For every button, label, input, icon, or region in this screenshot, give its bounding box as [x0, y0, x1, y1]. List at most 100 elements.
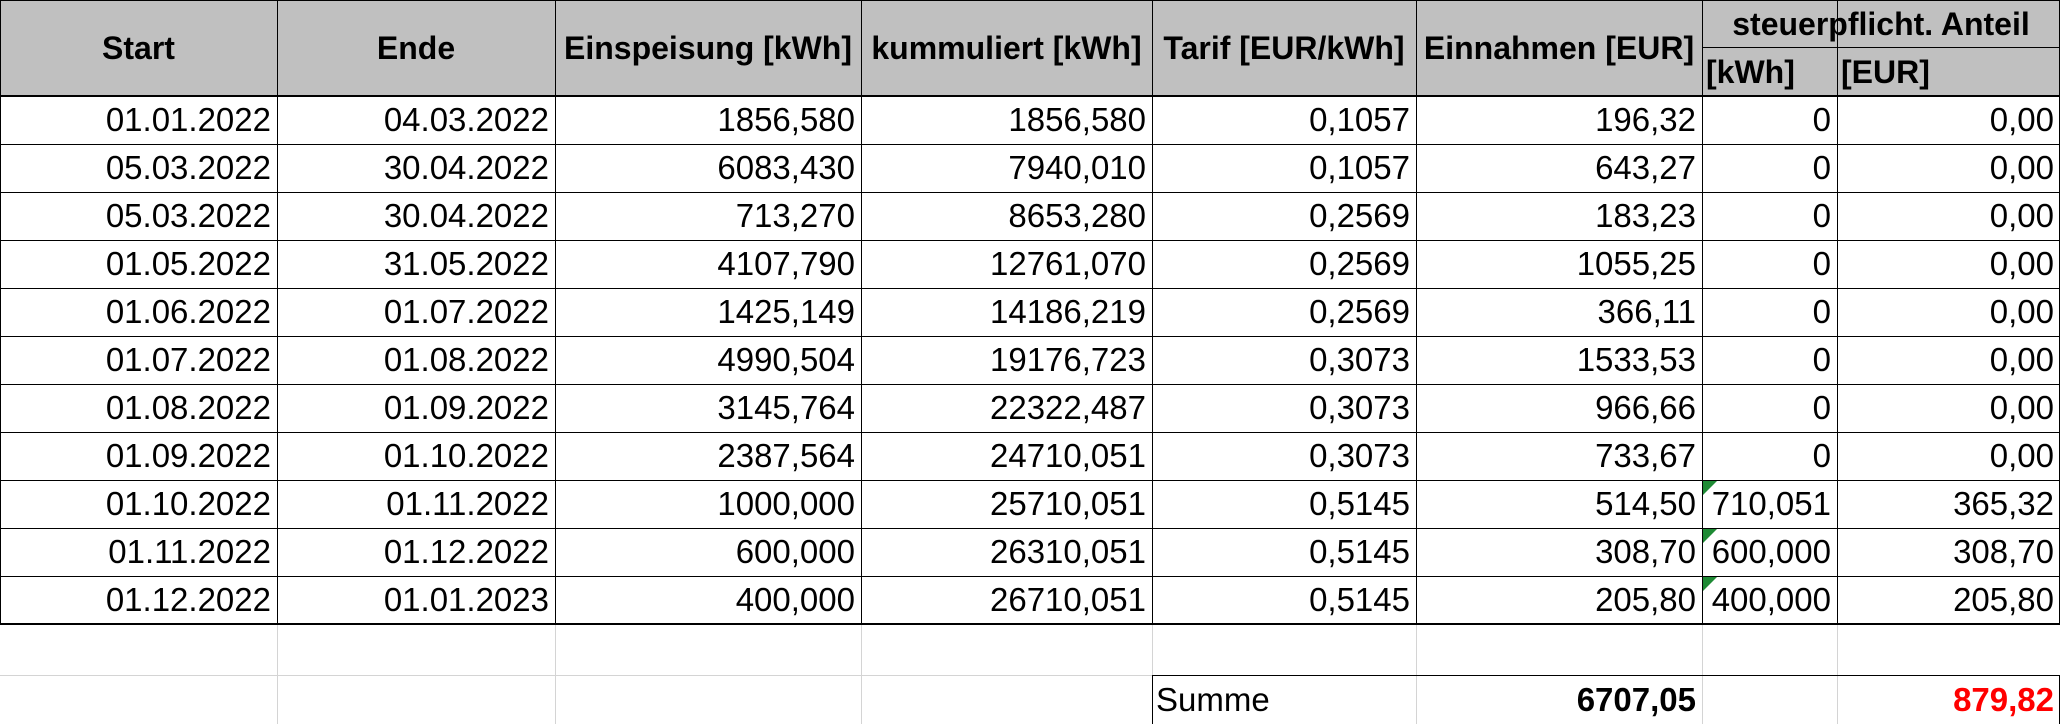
cell-ende[interactable]: 01.07.2022 — [383, 293, 549, 330]
cell-ende[interactable]: 01.01.2023 — [383, 581, 549, 618]
cell-tarif[interactable]: 0,2569 — [1309, 293, 1410, 330]
header-start[interactable]: Start — [0, 0, 277, 96]
cell-start[interactable]: 01.06.2022 — [105, 293, 271, 330]
cell-steuer-eur[interactable]: 0,00 — [1989, 389, 2054, 426]
cell-tarif[interactable]: 0,5145 — [1309, 485, 1410, 522]
cell-einnahmen[interactable]: 205,80 — [1595, 581, 1696, 618]
cell-steuer-eur[interactable]: 0,00 — [1989, 341, 2054, 378]
cell-kummuliert[interactable]: 19176,723 — [990, 341, 1146, 378]
header-einspeisung[interactable]: Einspeisung [kWh] — [555, 0, 861, 96]
cell-kummuliert[interactable]: 14186,219 — [990, 293, 1146, 330]
cell-start[interactable]: 01.05.2022 — [105, 245, 271, 282]
cell-start[interactable]: 05.03.2022 — [105, 197, 271, 234]
cell-start[interactable]: 01.01.2022 — [105, 101, 271, 138]
cell-einnahmen[interactable]: 643,27 — [1595, 149, 1696, 186]
cell-einspeisung[interactable]: 2387,564 — [717, 437, 855, 474]
cell-steuer-kwh[interactable]: 0 — [1812, 293, 1831, 330]
cell-ende[interactable]: 30.04.2022 — [383, 149, 549, 186]
cell-tarif[interactable]: 0,1057 — [1309, 149, 1410, 186]
cell-einnahmen[interactable]: 183,23 — [1595, 197, 1696, 234]
cell-ende[interactable]: 01.09.2022 — [383, 389, 549, 426]
cell-steuer-kwh[interactable]: 400,000 — [1711, 581, 1831, 618]
summary-steuer-total[interactable]: 879,82 — [1953, 681, 2054, 718]
cell-tarif[interactable]: 0,2569 — [1309, 197, 1410, 234]
comment-indicator-icon[interactable] — [1703, 529, 1717, 543]
cell-einnahmen[interactable]: 514,50 — [1595, 485, 1696, 522]
cell-einspeisung[interactable]: 1425,149 — [717, 293, 855, 330]
header-kummuliert[interactable]: kummuliert [kWh] — [861, 0, 1152, 96]
cell-einspeisung[interactable]: 713,270 — [735, 197, 855, 234]
header-einnahmen[interactable]: Einnahmen [EUR] — [1416, 0, 1702, 96]
cell-einnahmen[interactable]: 1055,25 — [1576, 245, 1696, 282]
cell-tarif[interactable]: 0,3073 — [1309, 389, 1410, 426]
cell-kummuliert[interactable]: 22322,487 — [990, 389, 1146, 426]
cell-steuer-kwh[interactable]: 0 — [1812, 245, 1831, 282]
cell-tarif[interactable]: 0,2569 — [1309, 245, 1410, 282]
cell-steuer-kwh[interactable]: 0 — [1812, 389, 1831, 426]
summary-einnahmen-total[interactable]: 6707,05 — [1576, 681, 1696, 718]
cell-einnahmen[interactable]: 308,70 — [1595, 533, 1696, 570]
cell-steuer-kwh[interactable]: 0 — [1812, 149, 1831, 186]
cell-einspeisung[interactable]: 1856,580 — [717, 101, 855, 138]
cell-steuer-kwh[interactable]: 600,000 — [1711, 533, 1831, 570]
cell-kummuliert[interactable]: 12761,070 — [990, 245, 1146, 282]
comment-indicator-icon[interactable] — [1703, 577, 1717, 591]
cell-einspeisung[interactable]: 4107,790 — [717, 245, 855, 282]
cell-steuer-eur[interactable]: 0,00 — [1989, 245, 2054, 282]
header-steuer-eur[interactable]: [EUR] — [1837, 48, 2060, 96]
cell-kummuliert[interactable]: 8653,280 — [1008, 197, 1146, 234]
comment-indicator-icon[interactable] — [1703, 481, 1717, 495]
cell-steuer-eur[interactable]: 205,80 — [1953, 581, 2054, 618]
cell-start[interactable]: 01.10.2022 — [105, 485, 271, 522]
cell-einspeisung[interactable]: 4990,504 — [717, 341, 855, 378]
cell-steuer-kwh[interactable]: 0 — [1812, 437, 1831, 474]
cell-start[interactable]: 01.11.2022 — [108, 533, 271, 570]
cell-ende[interactable]: 01.12.2022 — [383, 533, 549, 570]
cell-ende[interactable]: 01.10.2022 — [383, 437, 549, 474]
cell-tarif[interactable]: 0,3073 — [1309, 437, 1410, 474]
cell-einnahmen[interactable]: 366,11 — [1597, 293, 1696, 330]
cell-start[interactable]: 01.08.2022 — [105, 389, 271, 426]
cell-einspeisung[interactable]: 400,000 — [735, 581, 855, 618]
cell-tarif[interactable]: 0,3073 — [1309, 341, 1410, 378]
cell-kummuliert[interactable]: 26310,051 — [990, 533, 1146, 570]
cell-kummuliert[interactable]: 1856,580 — [1008, 101, 1146, 138]
cell-start[interactable]: 01.09.2022 — [105, 437, 271, 474]
cell-kummuliert[interactable]: 26710,051 — [990, 581, 1146, 618]
cell-kummuliert[interactable]: 25710,051 — [990, 485, 1146, 522]
cell-steuer-eur[interactable]: 0,00 — [1989, 293, 2054, 330]
cell-steuer-eur[interactable]: 308,70 — [1953, 533, 2054, 570]
cell-tarif[interactable]: 0,5145 — [1309, 533, 1410, 570]
cell-ende[interactable]: 30.04.2022 — [383, 197, 549, 234]
cell-steuer-kwh[interactable]: 710,051 — [1711, 485, 1831, 522]
summary-label[interactable]: Summe — [1156, 681, 1270, 718]
cell-steuer-kwh[interactable]: 0 — [1812, 341, 1831, 378]
cell-tarif[interactable]: 0,5145 — [1309, 581, 1410, 618]
header-ende[interactable]: Ende — [277, 0, 555, 96]
cell-einnahmen[interactable]: 196,32 — [1595, 101, 1696, 138]
cell-kummuliert[interactable]: 7940,010 — [1008, 149, 1146, 186]
cell-ende[interactable]: 04.03.2022 — [383, 101, 549, 138]
cell-steuer-eur[interactable]: 0,00 — [1989, 437, 2054, 474]
cell-start[interactable]: 01.12.2022 — [105, 581, 271, 618]
cell-einspeisung[interactable]: 1000,000 — [717, 485, 855, 522]
cell-ende[interactable]: 31.05.2022 — [383, 245, 549, 282]
cell-steuer-eur[interactable]: 0,00 — [1989, 101, 2054, 138]
cell-steuer-eur[interactable]: 0,00 — [1989, 197, 2054, 234]
cell-einspeisung[interactable]: 600,000 — [735, 533, 855, 570]
cell-tarif[interactable]: 0,1057 — [1309, 101, 1410, 138]
header-steuer-kwh[interactable]: [kWh] — [1702, 48, 1837, 96]
cell-ende[interactable]: 01.08.2022 — [383, 341, 549, 378]
cell-steuer-kwh[interactable]: 0 — [1812, 197, 1831, 234]
cell-einspeisung[interactable]: 3145,764 — [717, 389, 855, 426]
cell-start[interactable]: 05.03.2022 — [105, 149, 271, 186]
header-tarif[interactable]: Tarif [EUR/kWh] — [1152, 0, 1416, 96]
header-steuer-group[interactable]: steuerpflicht. Anteil — [1702, 0, 2060, 48]
cell-kummuliert[interactable]: 24710,051 — [990, 437, 1146, 474]
cell-einnahmen[interactable]: 733,67 — [1595, 437, 1696, 474]
cell-steuer-eur[interactable]: 0,00 — [1989, 149, 2054, 186]
cell-steuer-kwh[interactable]: 0 — [1812, 101, 1831, 138]
cell-einspeisung[interactable]: 6083,430 — [717, 149, 855, 186]
cell-ende[interactable]: 01.11.2022 — [386, 485, 549, 522]
cell-einnahmen[interactable]: 1533,53 — [1576, 341, 1696, 378]
